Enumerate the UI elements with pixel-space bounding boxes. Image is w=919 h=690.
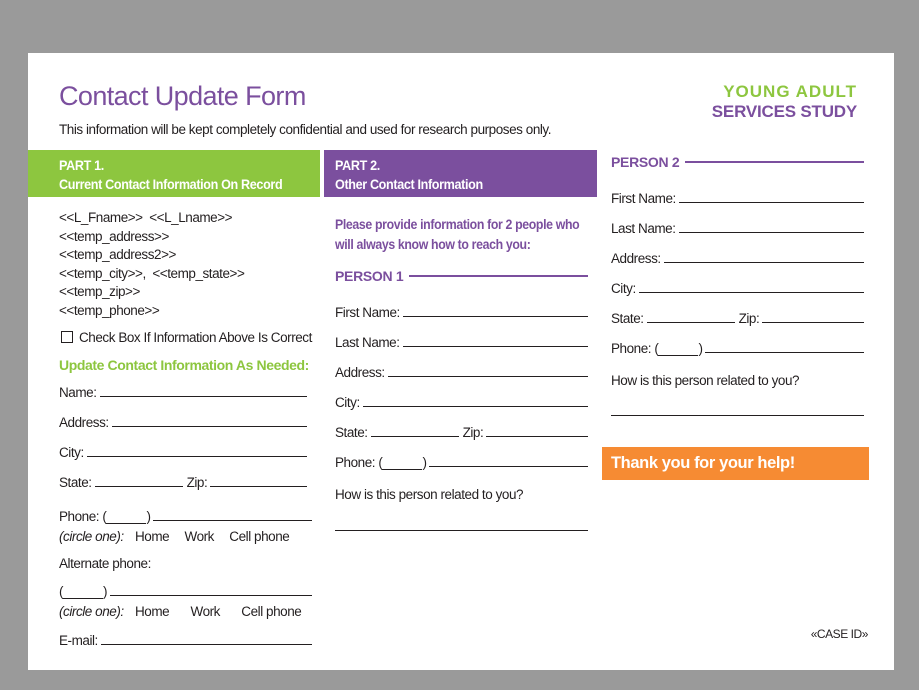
checkbox-label: Check Box If Information Above Is Correc… <box>79 330 312 345</box>
p1-related-line[interactable] <box>335 530 588 531</box>
logo-line1: YOUNG ADULT <box>723 82 857 101</box>
part2-subheading: Other Contact Information <box>335 176 483 192</box>
p2-first-field[interactable]: First Name: <box>611 188 864 206</box>
paren-close: ) <box>146 509 151 524</box>
thanks-banner: Thank you for your help! <box>602 447 869 480</box>
update-heading: Update Contact Information As Needed: <box>59 357 309 373</box>
p1-address-field[interactable]: Address: <box>335 362 588 380</box>
record-name: <<L_Fname>> <<L_Lname>> <box>59 210 233 225</box>
correct-checkbox[interactable] <box>61 331 73 343</box>
p2-state-zip-field[interactable]: State: Zip: <box>611 308 864 326</box>
paren-close: ) <box>422 455 427 470</box>
person1-title: PERSON 1 <box>335 268 404 284</box>
paren-close: ) <box>698 341 703 356</box>
p2-city-field[interactable]: City: <box>611 278 864 296</box>
alt-phone-type-work[interactable]: Work <box>190 604 221 619</box>
part1-heading: PART 1. <box>59 157 104 173</box>
zip-label: Zip: <box>186 475 208 490</box>
address-label: Address: <box>59 415 109 430</box>
alt-phone-type-row: (circle one): Home Work Cell phone <box>59 604 302 619</box>
address-field[interactable]: Address: <box>59 412 307 430</box>
form-card: Contact Update Form This information wil… <box>28 53 894 670</box>
p1-city-label: City: <box>335 395 360 410</box>
p1-related-label: How is this person related to you? <box>335 487 524 502</box>
state-zip-field[interactable]: State: Zip: <box>59 472 307 490</box>
p1-phone-label: Phone: ( <box>335 455 383 470</box>
p1-state-label: State: <box>335 425 368 440</box>
email-label: E-mail: <box>59 633 98 648</box>
alt-phone-type-home[interactable]: Home <box>134 604 170 619</box>
name-field[interactable]: Name: <box>59 382 307 400</box>
subtitle: This information will be kept completely… <box>59 122 552 137</box>
p1-state-zip-field[interactable]: State: Zip: <box>335 422 588 440</box>
record-address2: <<temp_address2>> <box>59 247 176 263</box>
circle-one-label: (circle one): <box>59 604 124 619</box>
part1-subheading: Current Contact Information On Record <box>59 176 283 192</box>
person2-title: PERSON 2 <box>611 154 680 170</box>
part2-heading: PART 2. <box>335 157 380 173</box>
p2-zip-label: Zip: <box>738 311 760 326</box>
logo-line2: SERVICES STUDY <box>711 102 857 121</box>
part2-instructions: Please provide information for 2 people … <box>335 216 580 252</box>
phone-type-row: (circle one): Home Work Cell phone <box>59 529 290 544</box>
correct-checkbox-row[interactable]: Check Box If Information Above Is Correc… <box>61 330 312 345</box>
p2-city-label: City: <box>611 281 636 296</box>
p2-address-label: Address: <box>611 251 661 266</box>
p1-first-label: First Name: <box>335 305 400 320</box>
phone-type-home[interactable]: Home <box>134 529 170 544</box>
p1-first-field[interactable]: First Name: <box>335 302 588 320</box>
p1-city-field[interactable]: City: <box>335 392 588 410</box>
alt-phone-label: Alternate phone: <box>59 556 151 571</box>
phone-field[interactable]: Phone: () <box>59 506 312 524</box>
alt-phone-field[interactable]: () <box>59 581 312 599</box>
record-block: <<L_Fname>> <<L_Lname>> <<temp_address>>… <box>59 209 245 321</box>
p2-phone-label: Phone: ( <box>611 341 659 356</box>
part2-header: PART 2. Other Contact Information <box>324 150 597 197</box>
part1-header: PART 1. Current Contact Information On R… <box>28 150 320 197</box>
record-address: <<temp_address>> <box>59 228 169 244</box>
p1-zip-label: Zip: <box>462 425 484 440</box>
p1-address-label: Address: <box>335 365 385 380</box>
name-label: Name: <box>59 385 97 400</box>
p1-phone-field[interactable]: Phone: () <box>335 452 588 470</box>
p2-last-field[interactable]: Last Name: <box>611 218 864 236</box>
p1-last-label: Last Name: <box>335 335 400 350</box>
phone-type-work[interactable]: Work <box>184 529 215 544</box>
p2-related-line[interactable] <box>611 415 864 416</box>
person1-heading: PERSON 1 <box>335 268 588 284</box>
page-title: Contact Update Form <box>59 81 306 111</box>
p2-last-label: Last Name: <box>611 221 676 236</box>
p2-phone-field[interactable]: Phone: () <box>611 338 864 356</box>
phone-type-cell[interactable]: Cell phone <box>229 529 290 544</box>
p2-first-label: First Name: <box>611 191 676 206</box>
city-field[interactable]: City: <box>59 442 307 460</box>
p1-last-field[interactable]: Last Name: <box>335 332 588 350</box>
p2-related-label: How is this person related to you? <box>611 373 800 388</box>
circle-one-label: (circle one): <box>59 529 124 544</box>
state-label: State: <box>59 475 92 490</box>
email-field[interactable]: E-mail: <box>59 630 312 648</box>
record-phone: <<temp_phone>> <box>59 302 160 318</box>
paren-close: ) <box>103 584 108 599</box>
record-city-state: <<temp_city>>, <<temp_state>> <box>59 265 245 281</box>
person2-heading: PERSON 2 <box>611 154 864 170</box>
case-id: «CASE ID» <box>810 627 869 641</box>
paren-open: ( <box>59 584 64 599</box>
logo: YOUNG ADULT SERVICES STUDY <box>712 82 857 122</box>
city-label: City: <box>59 445 84 460</box>
record-zip: <<temp_zip>> <box>59 284 140 300</box>
phone-label: Phone: ( <box>59 509 107 524</box>
alt-phone-type-cell[interactable]: Cell phone <box>241 604 302 619</box>
p2-address-field[interactable]: Address: <box>611 248 864 266</box>
p2-state-label: State: <box>611 311 644 326</box>
